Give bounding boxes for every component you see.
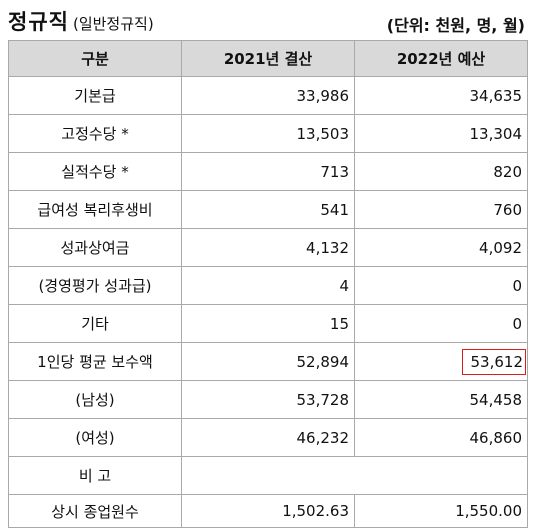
value-2021: 4,132 <box>181 228 355 267</box>
value-2022: 760 <box>354 190 528 229</box>
value-2022: 34,635 <box>354 76 528 115</box>
value-2022: 46,860 <box>354 418 528 457</box>
value-2022: 820 <box>354 152 528 191</box>
row-label: 상시 종업원수 <box>8 494 182 528</box>
page-title: 정규직 (일반정규직) <box>8 6 154 36</box>
table-row: 고정수당 * 13,503 13,304 <box>8 114 528 153</box>
table-row: 기본급 33,986 34,635 <box>8 76 528 115</box>
value-2021: 15 <box>181 304 355 343</box>
table-row: (경영평가 성과급) 4 0 <box>8 266 528 305</box>
row-label: 기본급 <box>8 76 182 115</box>
table-row: 성과상여금 4,132 4,092 <box>8 228 528 267</box>
value-2021: 53,728 <box>181 380 355 419</box>
row-label: 실적수당 * <box>8 152 182 191</box>
table-row-remarks: 비 고 <box>8 456 528 495</box>
row-label: 고정수당 * <box>8 114 182 153</box>
row-label: 비 고 <box>8 456 182 495</box>
value-2021: 713 <box>181 152 355 191</box>
value-2022: 0 <box>354 266 528 305</box>
unit-note: (단위: 천원, 명, 월) <box>386 16 525 35</box>
table-header-row: 구분 2021년 결산 2022년 예산 <box>8 40 528 77</box>
title-main-text: 정규직 <box>8 10 69 34</box>
salary-table: 구분 2021년 결산 2022년 예산 기본급 33,986 34,635 고… <box>8 40 528 528</box>
table-row: (여성) 46,232 46,860 <box>8 418 528 457</box>
row-label: 1인당 평균 보수액 <box>8 342 182 381</box>
value-2021: 4 <box>181 266 355 305</box>
value-2022: 1,550.00 <box>354 494 528 528</box>
title-row: 정규직 (일반정규직) (단위: 천원, 명, 월) <box>8 4 525 40</box>
table-row-employees: 상시 종업원수 1,502.63 1,550.00 <box>8 494 528 528</box>
header-category: 구분 <box>8 40 182 77</box>
value-2022: 0 <box>354 304 528 343</box>
value-2021: 33,986 <box>181 76 355 115</box>
table-row: (남성) 53,728 54,458 <box>8 380 528 419</box>
value-2021: 13,503 <box>181 114 355 153</box>
value-2021: 52,894 <box>181 342 355 381</box>
row-label: 기타 <box>8 304 182 343</box>
header-2022-budget: 2022년 예산 <box>354 40 528 77</box>
highlighted-value-2022: 53,612 <box>461 348 526 375</box>
header-2021-settlement: 2021년 결산 <box>181 40 355 77</box>
remarks-cell <box>181 456 528 495</box>
value-2022: 13,304 <box>354 114 528 153</box>
value-2022: 54,458 <box>354 380 528 419</box>
table-row-average-pay: 1인당 평균 보수액 52,894 53,612 <box>8 342 528 381</box>
table-row: 실적수당 * 713 820 <box>8 152 528 191</box>
value-2021: 46,232 <box>181 418 355 457</box>
table-row: 기타 15 0 <box>8 304 528 343</box>
title-subtitle: (일반정규직) <box>72 15 154 33</box>
value-2022-cell: 53,612 <box>354 342 528 381</box>
row-label: (여성) <box>8 418 182 457</box>
value-2021: 1,502.63 <box>181 494 355 528</box>
value-2022: 4,092 <box>354 228 528 267</box>
row-label: (경영평가 성과급) <box>8 266 182 305</box>
row-label: (남성) <box>8 380 182 419</box>
table-row: 급여성 복리후생비 541 760 <box>8 190 528 229</box>
row-label: 성과상여금 <box>8 228 182 267</box>
value-2021: 541 <box>181 190 355 229</box>
row-label: 급여성 복리후생비 <box>8 190 182 229</box>
